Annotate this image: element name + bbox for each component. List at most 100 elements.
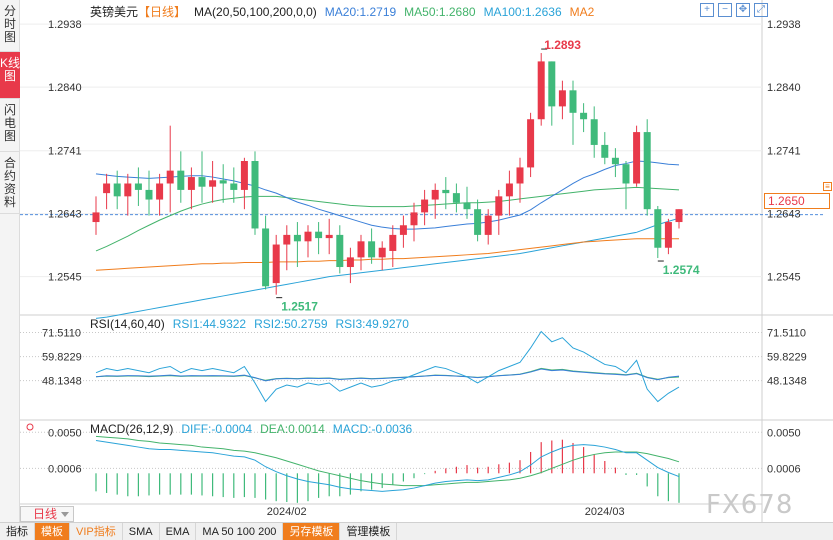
candle-body-54 [664, 222, 672, 248]
left-tab-1[interactable]: K线图 [0, 52, 20, 99]
macd-tick-left-0: 0.0050 [48, 427, 82, 439]
candle-body-6 [156, 183, 164, 200]
candle-4 [134, 167, 142, 206]
move-icon[interactable]: ✥ [736, 3, 750, 17]
candle-33 [442, 177, 450, 210]
price-tick-left-0: 1.2938 [48, 19, 82, 31]
chart-toolbar: + − ✥ ⤢ [700, 3, 768, 17]
left-tab-0[interactable]: 分时图 [0, 0, 20, 52]
rsi-title[interactable]: RSI(14,60,40) [90, 317, 165, 331]
candle-body-36 [474, 209, 482, 235]
ma-settings-label[interactable]: MA(20,50,100,200,0,0) [194, 5, 317, 19]
candle-body-8 [177, 170, 185, 190]
candle-10 [198, 151, 206, 203]
candle-47 [590, 106, 598, 158]
macd-diff-value: DIFF:-0.0004 [181, 422, 253, 436]
candle-body-24 [346, 257, 354, 268]
macd-title[interactable]: MACD(26,12,9) [90, 422, 174, 436]
ma20-value: MA20:1.2719 [324, 5, 397, 19]
bottom-button-7[interactable]: 管理模板 [340, 522, 398, 540]
chart-frame [20, 0, 833, 522]
expand-icon[interactable]: ⤢ [754, 3, 768, 17]
candle-2 [113, 170, 121, 210]
candle-13 [230, 167, 238, 203]
rsi-panel: 71.5110 71.5110 59.8229 59.8229 48.1348 48.13… [20, 327, 807, 403]
candle-49 [611, 148, 619, 178]
rsi-tick-right-0: 71.5110 [767, 327, 806, 339]
candle-body-38 [495, 196, 503, 216]
candle-body-10 [198, 177, 206, 187]
candle-body-14 [240, 161, 248, 190]
candle-body-16 [262, 228, 270, 287]
candle-body-28 [389, 234, 397, 251]
candle-body-18 [283, 234, 291, 245]
rsi1-line [95, 330, 680, 403]
candle-body-40 [516, 167, 524, 184]
rsi2-value: RSI2:50.2759 [254, 317, 328, 331]
candle-body-13 [230, 183, 238, 190]
candle-35 [463, 186, 471, 219]
ma2-value: MA2 [569, 5, 595, 19]
bottom-button-0[interactable]: 指标 [0, 522, 35, 540]
price-tick-left-4: 1.2545 [48, 272, 82, 284]
left-view-tabs: 分时图 K线图 闪电图 合约资料 [0, 0, 20, 522]
candle-body-15 [251, 161, 259, 229]
low-marker-label-1: 1.2574 [663, 263, 700, 277]
price-tick-right-4: 1.2545 [767, 272, 801, 284]
candle-32 [431, 183, 439, 219]
bottom-button-2[interactable]: VIP指标 [70, 522, 123, 540]
candle-30 [410, 202, 418, 242]
candle-42 [537, 53, 545, 126]
rsi2-line [95, 368, 680, 382]
candle-body-12 [219, 180, 227, 184]
price-tick-left-1: 1.2840 [48, 82, 82, 94]
rsi-tick-left-0: 71.5110 [42, 327, 81, 339]
ma50-line [95, 186, 680, 252]
bottom-button-4[interactable]: EMA [160, 522, 197, 540]
candle-37 [484, 209, 492, 245]
macd-macd-value: MACD:-0.0036 [332, 422, 413, 436]
candle-5 [145, 170, 153, 216]
period-selector[interactable]: 日线 [20, 506, 74, 522]
candle-45 [569, 80, 577, 145]
candle-0 [92, 196, 100, 235]
left-tab-2[interactable]: 闪电图 [0, 99, 20, 152]
candle-40 [516, 157, 524, 203]
candle-27 [378, 241, 386, 271]
macd-legend: MACD(26,12,9) DIFF:-0.0004 DEA:0.0014 MACD:… [90, 422, 420, 436]
bottom-button-1[interactable]: 模板 [35, 522, 70, 540]
candle-28 [389, 225, 397, 268]
macd-panel: 0.0050 0.0050 0.0006 0.0006 [20, 423, 801, 503]
candle-body-22 [325, 234, 333, 239]
candle-body-48 [601, 144, 609, 158]
zoom-in-icon[interactable]: + [700, 3, 714, 17]
candle-34 [452, 183, 460, 213]
candle-body-17 [272, 244, 280, 284]
price-tick-left-3: 1.2643 [48, 209, 82, 221]
zoom-out-icon[interactable]: − [718, 3, 732, 17]
candle-14 [240, 157, 248, 210]
candle-body-42 [537, 61, 545, 120]
macd_diff-line [95, 440, 680, 492]
bottom-button-6[interactable]: 另存模板 [283, 522, 341, 540]
price-tag-handle-icon[interactable]: ≡ [823, 182, 832, 191]
rsi1-value: RSI1:44.9322 [172, 317, 247, 331]
macd_dea-line [95, 435, 680, 487]
axis-labels: 1.2938 1.2938 1.2840 1.2840 1.2741 1.2741 1.26… [48, 19, 801, 518]
candle-3 [124, 173, 132, 216]
candle-body-19 [293, 234, 301, 242]
price-tick-right-0: 1.2938 [767, 19, 801, 31]
bottom-button-5[interactable]: MA 50 100 200 [196, 522, 284, 540]
left-tab-3[interactable]: 合约资料 [0, 152, 20, 214]
candle-11 [209, 161, 217, 203]
candle-44 [558, 80, 566, 120]
candle-body-11 [209, 180, 217, 187]
bottom-button-3[interactable]: SMA [123, 522, 160, 540]
price-grid [20, 23, 823, 278]
candle-8 [177, 151, 185, 203]
candle-body-31 [421, 199, 429, 213]
candle-52 [643, 119, 651, 216]
candle-body-53 [654, 209, 662, 248]
candle-55 [675, 209, 683, 229]
